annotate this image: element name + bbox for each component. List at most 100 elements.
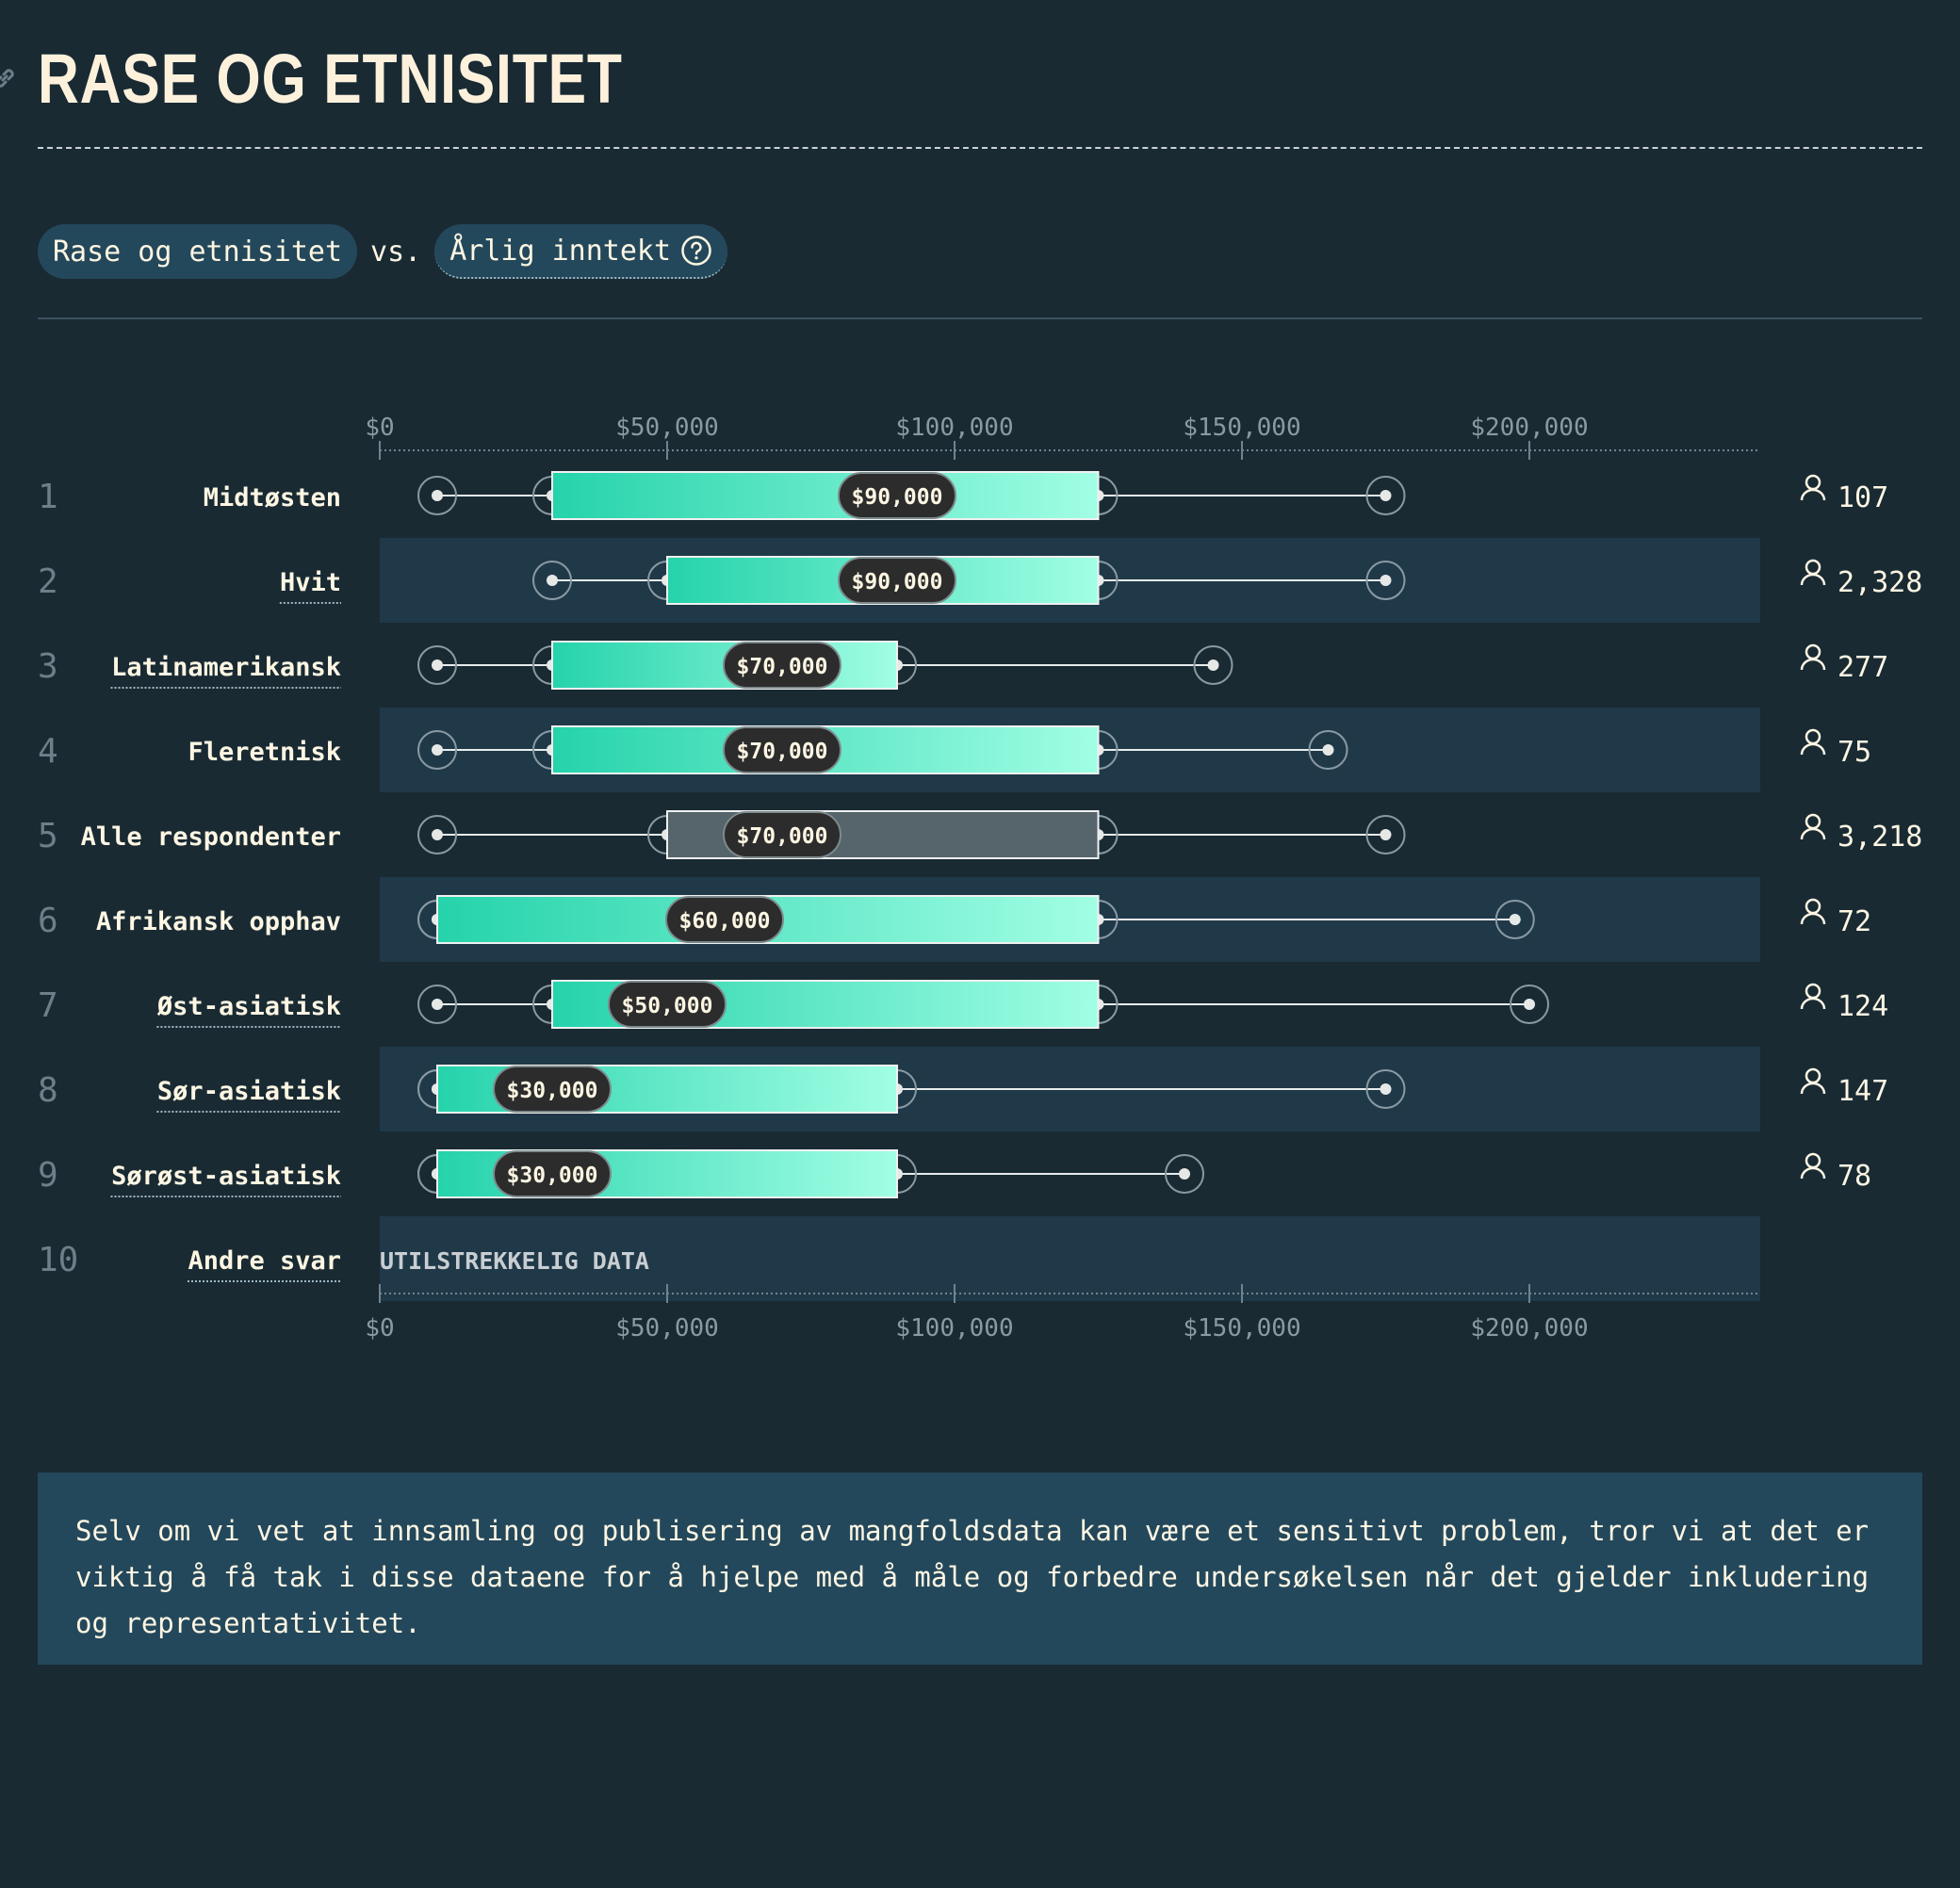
row-label: Alle respondenter [81, 822, 341, 852]
row-9: 9 Sørøst-asiatisk $30,000 78 [38, 1149, 1871, 1198]
row-label[interactable]: Sørøst-asiatisk [111, 1162, 341, 1191]
person-icon [1800, 983, 1826, 1010]
row-rank: 6 [38, 902, 58, 940]
row-8: 8 Sør-asiatisk $30,000 147 [38, 1065, 1888, 1114]
row-rank: 10 [38, 1241, 78, 1279]
median-pill [723, 811, 841, 858]
x-tick-label: $200,000 [1470, 1314, 1588, 1343]
row-rank: 7 [38, 986, 58, 1025]
row-label[interactable]: Hvit [280, 568, 341, 597]
row-3: 3 Latinamerikansk $70,000 277 [38, 641, 1888, 690]
whisker-max-dot [1207, 659, 1219, 671]
whisker-max-dot [1322, 744, 1334, 756]
whisker-max-ring [1165, 1154, 1204, 1194]
row-7: 7 Øst-asiatisk $50,000 124 [38, 980, 1888, 1029]
row-rank: 2 [38, 562, 58, 601]
whisker-min-ring [417, 645, 457, 685]
row-5: 5 Alle respondenter $70,000 3,218 [38, 810, 1922, 859]
whisker-min-dot [432, 659, 443, 671]
whisker-max-ring [1308, 730, 1348, 770]
whisker-max-dot [1179, 1168, 1190, 1180]
filter-bar: Rase og etnisitet vs. Årlig inntekt [38, 224, 728, 279]
whisker-min-ring [532, 561, 572, 600]
row-rank: 1 [38, 478, 58, 516]
row-label[interactable]: Øst-asiatisk [156, 992, 341, 1021]
whisker-min-ring [417, 730, 457, 770]
whisker-min-dot [432, 999, 443, 1010]
row-label: Midtøsten [204, 483, 341, 513]
respondent-count: 2,328 [1838, 566, 1922, 599]
x-tick-label: $100,000 [895, 1314, 1013, 1343]
whisker-max-ring [1365, 476, 1406, 515]
row-2: 2 Hvit $90,000 2,328 [38, 556, 1922, 605]
respondent-count: 72 [1838, 905, 1871, 938]
insufficient-data-label: UTILSTREKKELIG DATA [380, 1247, 649, 1275]
person-icon [1800, 898, 1826, 925]
whisker-max-dot [1509, 914, 1521, 925]
row-10: 10 Andre svar UTILSTREKKELIG DATA [38, 1241, 649, 1282]
whisker-max-dot [1524, 999, 1535, 1010]
median-label: $70,000 [737, 824, 828, 849]
x-tick-label: $0 [365, 1314, 394, 1343]
row-rank: 4 [38, 732, 58, 771]
x-tick-label: $50,000 [615, 414, 719, 442]
whisker-max-ring [1494, 900, 1535, 939]
row-label[interactable]: Sør-asiatisk [157, 1077, 341, 1106]
person-icon [1800, 559, 1826, 586]
whisker-max-dot [1380, 575, 1392, 586]
person-icon [1800, 643, 1826, 671]
question-circle-icon[interactable] [680, 235, 712, 267]
respondent-count: 124 [1838, 990, 1888, 1023]
person-icon [1800, 1152, 1826, 1180]
respondent-count: 277 [1838, 651, 1888, 684]
row-4: 4 Fleretnisk $70,000 75 [38, 725, 1871, 774]
median-pill [665, 896, 784, 943]
row-1: 1 Midtøsten $90,000 107 [38, 471, 1888, 520]
whisker-min-ring [417, 985, 457, 1024]
whisker-max-ring [1365, 561, 1406, 600]
median-pill [723, 642, 841, 689]
secondary-filter-label: Årlig inntekt [449, 234, 672, 268]
row-rank: 3 [38, 647, 58, 686]
respondent-count: 75 [1838, 736, 1871, 769]
respondent-count: 3,218 [1838, 821, 1922, 854]
whisker-min-dot [432, 829, 443, 840]
median-label: $90,000 [852, 570, 943, 594]
row-label[interactable]: Latinamerikansk [111, 653, 341, 682]
whisker-max-dot [1380, 829, 1392, 840]
median-pill [608, 981, 727, 1028]
whisker-min-dot [432, 744, 443, 756]
income-boxplot-chart: $0 $50,000 $100,000 $150,000 $200,000 $0 $50,0… [38, 414, 1922, 1343]
median-pill [838, 557, 956, 604]
person-icon [1800, 474, 1826, 501]
diversity-note: Selv om vi vet at innsamling og publiser… [38, 1473, 1922, 1665]
secondary-filter-pill[interactable]: Årlig inntekt [434, 224, 728, 279]
median-label: $30,000 [507, 1079, 598, 1103]
x-tick-label: $150,000 [1183, 414, 1300, 442]
vs-label: vs. [370, 235, 422, 269]
row-label[interactable]: Andre svar [188, 1246, 341, 1276]
whisker-min-ring [417, 815, 457, 854]
median-label: $90,000 [852, 485, 943, 510]
link-icon[interactable] [0, 66, 17, 94]
x-tick-label: $150,000 [1183, 1314, 1300, 1343]
person-icon [1800, 813, 1826, 840]
row-rank: 9 [38, 1156, 58, 1195]
row-6: 6 Afrikansk opphav $60,000 72 [38, 895, 1871, 944]
person-icon [1800, 1067, 1826, 1095]
whisker-max-ring [1510, 985, 1549, 1024]
title-divider [38, 147, 1922, 149]
section-divider [38, 317, 1922, 319]
whisker-min-ring [417, 476, 457, 515]
row-rank: 8 [38, 1071, 58, 1110]
row-label: Fleretnisk [188, 738, 341, 767]
primary-filter-pill[interactable]: Rase og etnisitet [38, 224, 358, 279]
row-label: Afrikansk opphav [96, 907, 341, 936]
x-tick-label: $0 [365, 414, 394, 442]
median-pill [723, 726, 841, 773]
x-tick-label: $100,000 [895, 414, 1013, 442]
page-title: RASE OG ETNISITET [38, 40, 623, 118]
x-tick-label: $200,000 [1470, 414, 1588, 442]
median-label: $70,000 [737, 740, 828, 764]
